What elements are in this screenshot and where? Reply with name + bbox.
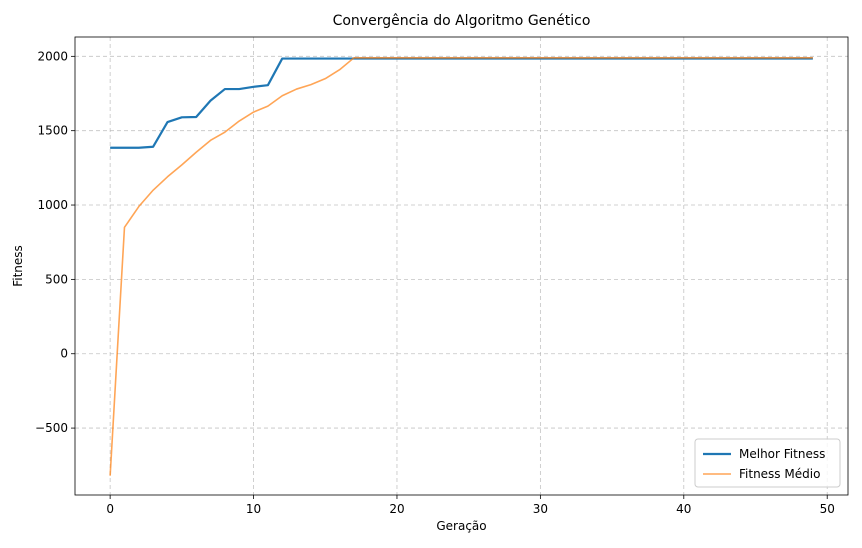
y-tick-label: 500 [45,272,68,286]
ticks: 0 10 20 30 40 50 −500 0 500 1000 1500 2000 [35,49,835,516]
y-tick-label: 1500 [37,124,68,138]
y-tick-label: 0 [60,347,68,361]
x-tick-label: 20 [389,502,404,516]
y-axis-label: Fitness [11,245,25,287]
y-tick-label: −500 [35,421,68,435]
series-line-fitness-medio [109,57,813,476]
y-tick-label: 2000 [37,49,68,63]
y-tick-label: 1000 [37,198,68,212]
x-axis-label: Geração [436,519,486,533]
x-tick-label: 10 [246,502,261,516]
grid [75,37,848,495]
x-tick-label: 30 [533,502,548,516]
x-tick-label: 50 [820,502,835,516]
legend: Melhor Fitness Fitness Médio [694,438,841,488]
legend-label: Melhor Fitness [739,447,825,461]
plot-frame [74,36,849,496]
chart-title: Convergência do Algoritmo Genético [333,13,591,29]
x-tick-label: 0 [106,502,114,516]
legend-label: Fitness Médio [739,467,820,481]
legend-box [694,438,841,488]
series-layer [109,57,813,476]
x-tick-label: 40 [676,502,691,516]
